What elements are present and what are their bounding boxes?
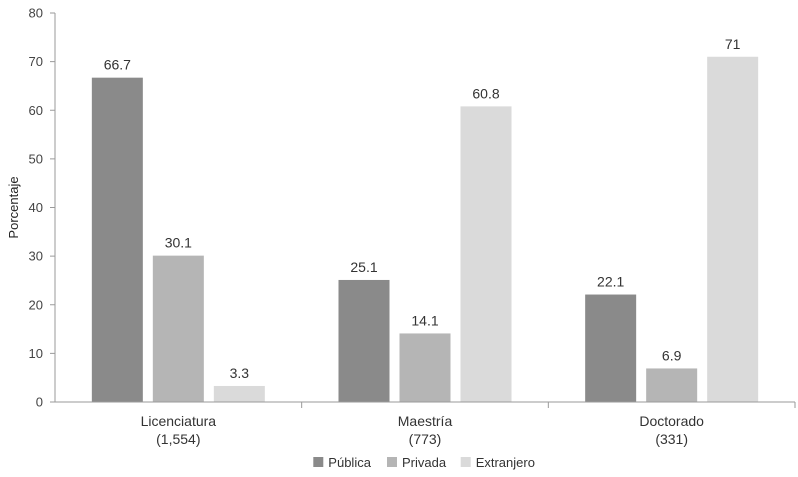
data-label: 14.1 [411,312,438,328]
bar-privada [399,333,451,402]
y-tick-label: 0 [36,395,43,410]
category-label: Doctorado [639,413,704,429]
bar-privada [152,255,204,402]
bar-extranjero [460,106,512,403]
y-tick-label: 60 [29,103,43,118]
legend-swatch [387,457,397,467]
y-tick-label: 40 [29,200,43,215]
y-tick-label: 70 [29,54,43,69]
data-label: 66.7 [104,57,131,73]
bar-publica [91,77,143,402]
legend: Pública Privada Extranjero [313,455,535,470]
legend-swatch [460,457,471,467]
category-count-label: (1,554) [156,431,200,447]
bar-extranjero [707,56,759,402]
legend-swatch [313,457,324,467]
data-label: 25.1 [350,259,377,275]
category-count-label: (773) [409,431,442,447]
y-tick-label: 20 [29,297,43,312]
category-label: Maestría [398,413,453,429]
legend-label: Privada [402,455,447,470]
bar-publica [585,294,637,402]
y-axis-ticks: 0 10 20 30 40 50 60 70 80 [29,6,55,410]
data-labels: 66.7 30.1 3.3 25.1 14.1 60.8 22.1 6.9 71 [104,36,741,381]
data-label: 3.3 [230,365,250,381]
y-tick-label: 80 [29,6,43,21]
bars [91,56,759,403]
data-label: 6.9 [662,347,682,363]
bar-extranjero [213,385,265,402]
data-label: 22.1 [597,274,624,290]
y-tick-label: 10 [29,346,43,361]
data-label: 30.1 [165,235,192,251]
y-tick-label: 30 [29,249,43,264]
bar-privada [646,368,698,402]
y-axis-label: Porcentaje [6,176,21,238]
x-axis-categories: Licenciatura (1,554) Maestría (773) Doctorad… [141,413,705,447]
data-label: 71 [725,36,741,52]
bar-publica [338,279,390,402]
y-tick-label: 50 [29,151,43,166]
category-count-label: (331) [655,431,688,447]
data-label: 60.8 [472,85,499,101]
axes [54,13,796,408]
category-label: Licenciatura [141,413,217,429]
legend-label: Extranjero [476,455,535,470]
legend-label: Pública [328,455,371,470]
